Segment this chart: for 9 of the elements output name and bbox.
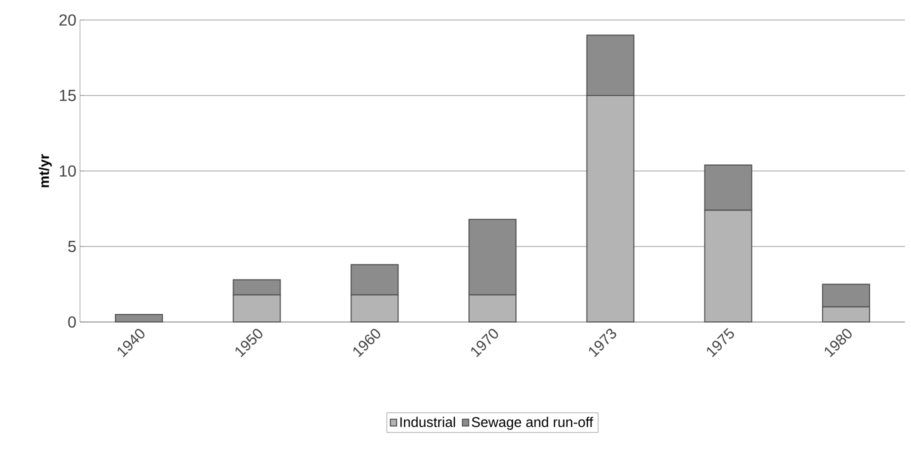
y-axis-title: mt/yr	[38, 154, 52, 188]
bar	[114, 314, 163, 323]
y-tick-label: 0	[68, 316, 76, 328]
legend-label: Sewage and run-off	[472, 416, 594, 430]
legend-label: Industrial	[400, 416, 455, 428]
y-tick-label: 15	[60, 90, 76, 102]
y-tick-label: 10	[60, 165, 76, 177]
y-tick-label: 20	[59, 14, 76, 26]
y-tick-label: 5	[68, 240, 76, 252]
